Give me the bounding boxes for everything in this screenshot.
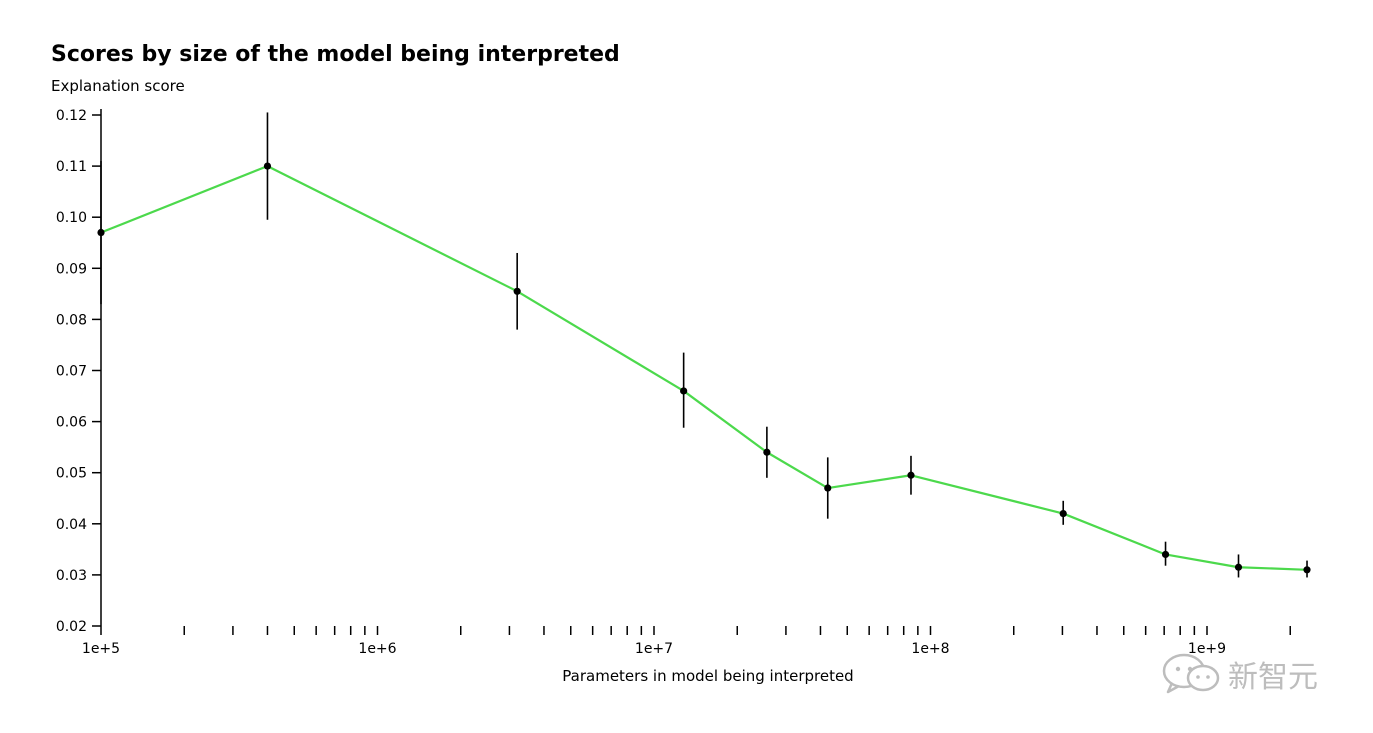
y-axis-label: Explanation score (51, 77, 185, 95)
data-point (513, 287, 521, 295)
y-axis: 0.02 0.03 0.04 0.05 0.06 0.07 0.08 0.09 0.10 0.11… (56, 108, 102, 635)
x-tick-label: 1e+5 (82, 641, 120, 657)
x-tick-label: 1e+7 (635, 641, 673, 657)
y-tick-label: 0.12 (56, 108, 87, 124)
x-tick-label: 1e+8 (911, 641, 949, 657)
y-tick-label: 0.02 (56, 619, 87, 635)
data-point (1303, 566, 1311, 574)
data-point (763, 448, 771, 456)
x-axis: 1e+5 1e+6 1e+7 1e+8 1e+9 (82, 626, 1291, 657)
y-tick-label: 0.07 (56, 364, 87, 380)
data-point (1059, 509, 1067, 518)
chart-title: Scores by size of the model being interp… (51, 42, 620, 67)
data-point (1234, 563, 1243, 571)
series-line (100, 165, 1308, 571)
y-tick-label: 0.11 (56, 159, 87, 175)
y-tick-label: 0.03 (56, 568, 87, 584)
wechat-icon (1162, 653, 1220, 694)
y-tick-label: 0.08 (56, 312, 87, 328)
x-axis-label: Parameters in model being interpreted (562, 667, 854, 685)
x-tick-label: 1e+9 (1188, 641, 1226, 657)
data-point (97, 228, 105, 237)
watermark: 新智元 (1160, 652, 1318, 696)
y-tick-label: 0.05 (56, 466, 87, 482)
data-point (907, 471, 915, 479)
y-tick-label: 0.09 (56, 261, 87, 277)
y-tick-label: 0.04 (56, 517, 87, 533)
data-point (680, 387, 688, 395)
data-point (1161, 550, 1170, 559)
x-tick-label: 1e+6 (358, 641, 396, 657)
data-point (824, 484, 832, 492)
y-tick-label: 0.10 (56, 210, 87, 226)
series-layer (97, 112, 1311, 578)
data-point (263, 162, 272, 170)
y-tick-label: 0.06 (56, 415, 87, 431)
watermark-text: 新智元 (1228, 660, 1318, 695)
